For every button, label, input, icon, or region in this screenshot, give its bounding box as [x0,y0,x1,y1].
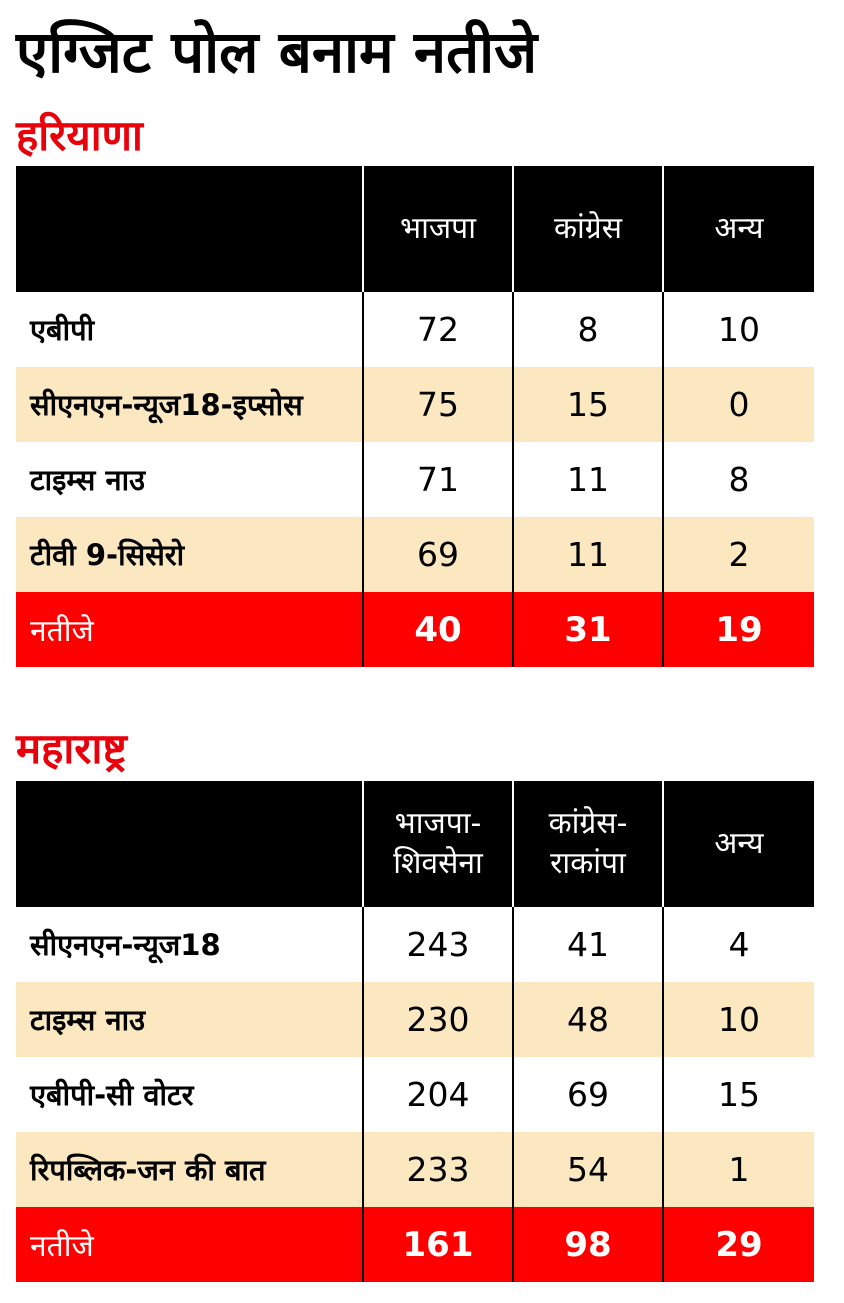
result-bjp-value: 40 [362,592,513,667]
bjp-value: 71 [362,442,513,517]
pollster-name: रिपब्लिक-जन की बात [16,1132,363,1207]
pollster-name: टीवी 9-सिसेरो [16,517,363,592]
header-congress: कांग्रेस [512,166,663,292]
pollster-name: सीएनएन-न्यूज18-इप्सोस [16,367,363,442]
table-row: रिपब्लिक-जन की बात 233 54 1 [16,1132,814,1207]
result-others-value: 29 [662,1207,814,1282]
header-congress-ncp: कांग्रेस- राकांपा [512,781,663,907]
maharashtra-poll-table: भाजपा- शिवसेना कांग्रेस- राकांपा अन्य सी… [16,781,814,1282]
result-others-value: 19 [662,592,814,667]
bjp-value: 75 [362,367,513,442]
header-line: भाजपा- [394,806,482,841]
congress-ncp-value: 69 [512,1057,663,1132]
bjp-value: 69 [362,517,513,592]
header-others: अन्य [662,166,814,292]
header-bjp-shivsena: भाजपा- शिवसेना [362,781,513,907]
others-value: 15 [662,1057,814,1132]
haryana-poll-table: भाजपा कांग्रेस अन्य एबीपी 72 8 10 सीएनएन… [16,166,814,667]
header-bjp: भाजपा [362,166,513,292]
result-bjp-shivsena-value: 161 [362,1207,513,1282]
others-value: 1 [662,1132,814,1207]
congress-ncp-value: 54 [512,1132,663,1207]
table-row: एबीपी 72 8 10 [16,292,814,367]
congress-value: 11 [512,442,663,517]
header-line: कांग्रेस- [548,806,628,841]
table-header-row: भाजपा- शिवसेना कांग्रेस- राकांपा अन्य [16,781,814,907]
pollster-name: टाइम्स नाउ [16,442,363,517]
congress-value: 15 [512,367,663,442]
header-line: शिवसेना [393,846,483,881]
congress-value: 11 [512,517,663,592]
section-title-haryana: हरियाणा [16,111,143,160]
pollster-name: टाइम्स नाउ [16,982,363,1057]
pollster-name: सीएनएन-न्यूज18 [16,907,363,982]
pollster-name: एबीपी-सी वोटर [16,1057,363,1132]
others-value: 2 [662,517,814,592]
bjp-shivsena-value: 230 [362,982,513,1057]
table-header-row: भाजपा कांग्रेस अन्य [16,166,814,292]
others-value: 8 [662,442,814,517]
others-value: 0 [662,367,814,442]
table-row: सीएनएन-न्यूज18 243 41 4 [16,907,814,982]
page-title: एग्जिट पोल बनाम नतीजे [16,18,538,86]
congress-ncp-value: 41 [512,907,663,982]
others-value: 10 [662,292,814,367]
table-row: टाइम्स नाउ 71 11 8 [16,442,814,517]
bjp-value: 72 [362,292,513,367]
congress-value: 8 [512,292,663,367]
section-title-maharashtra: महाराष्ट्र [16,724,127,773]
bjp-shivsena-value: 233 [362,1132,513,1207]
pollster-name: एबीपी [16,292,363,367]
result-row: नतीजे 161 98 29 [16,1207,814,1282]
header-line: राकांपा [550,846,626,881]
table-row: एबीपी-सी वोटर 204 69 15 [16,1057,814,1132]
table-row: टीवी 9-सिसेरो 69 11 2 [16,517,814,592]
result-congress-value: 31 [512,592,663,667]
result-row: नतीजे 40 31 19 [16,592,814,667]
header-blank-cell [16,166,363,292]
congress-ncp-value: 48 [512,982,663,1057]
header-blank-cell [16,781,363,907]
table-row: टाइम्स नाउ 230 48 10 [16,982,814,1057]
result-label: नतीजे [16,592,363,667]
result-congress-ncp-value: 98 [512,1207,663,1282]
table-row: सीएनएन-न्यूज18-इप्सोस 75 15 0 [16,367,814,442]
bjp-shivsena-value: 204 [362,1057,513,1132]
others-value: 10 [662,982,814,1057]
header-others: अन्य [662,781,814,907]
bjp-shivsena-value: 243 [362,907,513,982]
others-value: 4 [662,907,814,982]
result-label: नतीजे [16,1207,363,1282]
